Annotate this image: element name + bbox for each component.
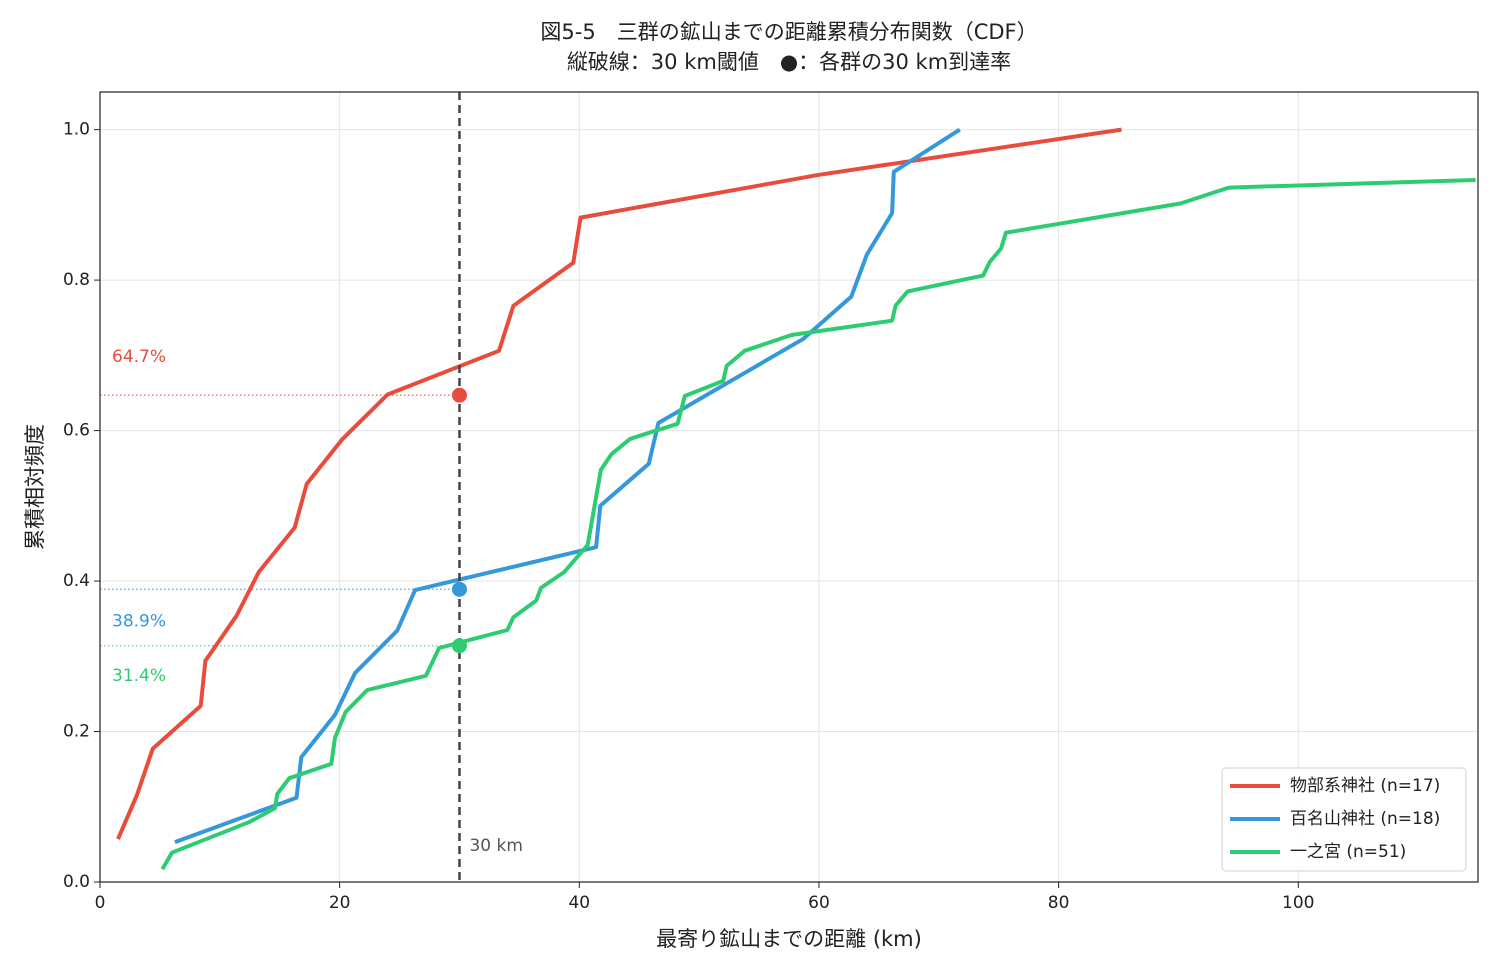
- x-axis-label: 最寄り鉱山までの距離 (km): [656, 927, 922, 951]
- plot-frame: [99, 91, 1479, 883]
- x-tick-label: 60: [808, 893, 830, 913]
- legend-label: 一之宮 (n=51): [1290, 842, 1406, 862]
- cdf-line: [160, 178, 1476, 871]
- threshold-point: [451, 638, 467, 654]
- threshold-rate-label: 64.7%: [112, 347, 166, 367]
- legend-label: 物部系神社 (n=17): [1290, 776, 1440, 796]
- cdf-line: [116, 127, 1122, 840]
- cdf-line: [174, 127, 961, 844]
- threshold-point: [451, 387, 467, 403]
- y-axis-label: 累積相対頻度: [23, 424, 47, 550]
- threshold-rate-label: 38.9%: [112, 611, 166, 631]
- y-tick-label: 0.4: [63, 571, 90, 591]
- threshold-label: 30 km: [469, 836, 522, 856]
- chart-subtitle: 縦破線：30 km閾値 ●：各群の30 km到達率: [567, 50, 1011, 74]
- chart-title: 図5-5 三群の鉱山までの距離累積分布関数（CDF）: [540, 20, 1037, 44]
- x-tick-label: 40: [568, 893, 590, 913]
- y-tick-label: 0.8: [63, 270, 90, 290]
- x-tick-label: 100: [1282, 893, 1314, 913]
- y-tick-label: 1.0: [63, 120, 90, 140]
- legend-label: 百名山神社 (n=18): [1290, 809, 1440, 829]
- x-tick-label: 20: [329, 893, 351, 913]
- x-tick-label: 80: [1048, 893, 1070, 913]
- threshold-point: [451, 581, 467, 597]
- plot-area: [100, 127, 1476, 871]
- y-tick-label: 0.2: [63, 722, 90, 742]
- x-tick-label: 0: [95, 893, 106, 913]
- y-tick-label: 0.0: [63, 872, 90, 892]
- threshold-rate-label: 31.4%: [112, 666, 166, 686]
- y-tick-label: 0.6: [63, 421, 90, 441]
- legend-box: [1221, 767, 1467, 872]
